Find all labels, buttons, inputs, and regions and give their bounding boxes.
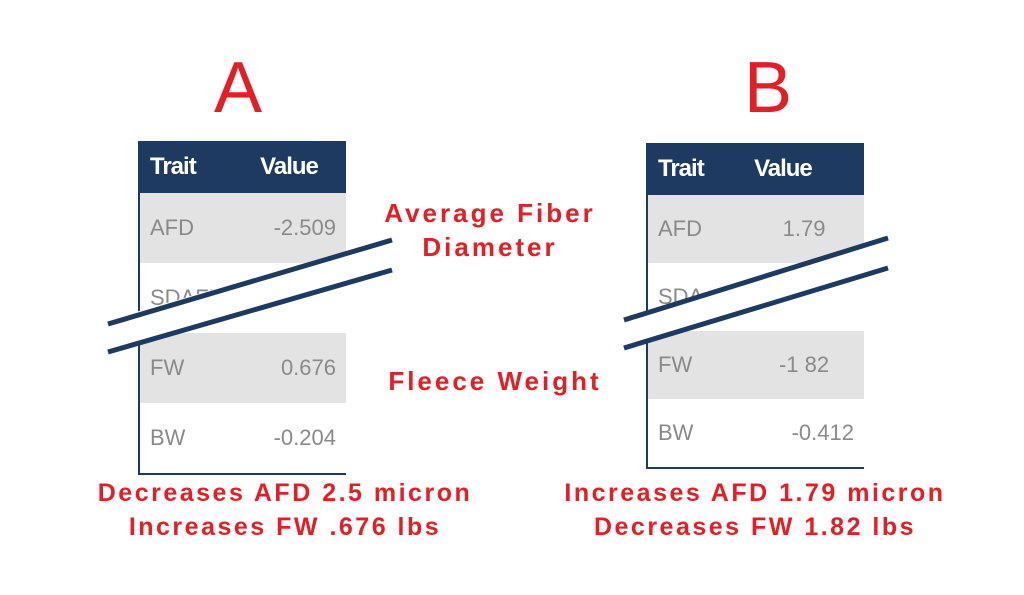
trait-column-header: Trait <box>647 143 745 195</box>
value-column-header: Value <box>744 143 864 195</box>
value-cell <box>744 263 864 331</box>
trait-cell: SDAFD <box>139 263 251 333</box>
value-cell: -2.509 <box>250 193 346 263</box>
table-header-row: Trait Value <box>139 141 346 193</box>
table-row: AFD 1.79 <box>647 195 864 263</box>
average-fiber-diameter-label: Average Fiber Diameter <box>360 196 620 264</box>
table-row: BW -0.412 <box>647 399 864 468</box>
trait-cell: AFD <box>139 193 251 263</box>
trait-cell: AFD <box>647 195 745 263</box>
panel-b-summary: Increases AFD 1.79 micron Decreases FW 1… <box>520 476 990 544</box>
trait-column-header: Trait <box>139 141 251 193</box>
fleece-weight-label: Fleece Weight <box>388 366 602 396</box>
table-row: FW -1 82 <box>647 331 864 399</box>
table-row: AFD -2.509 <box>139 193 346 263</box>
table-row: BW -0.204 <box>139 403 346 474</box>
value-cell <box>250 263 346 333</box>
panel-b-summary-line1: Increases AFD 1.79 micron <box>564 479 946 507</box>
panel-a-letter: A <box>214 48 263 128</box>
trait-cell: SDA <box>647 263 745 331</box>
table-row: FW 0.676 <box>139 333 346 403</box>
table-row: SDAFD <box>139 263 346 333</box>
panel-b-summary-line2: Decreases FW 1.82 lbs <box>593 513 917 541</box>
value-cell: -1 82 <box>744 331 864 399</box>
afd-label-line2: Diameter <box>422 232 558 262</box>
panel-b-trait-table: Trait Value AFD 1.79 SDA FW -1 82 BW -0.… <box>646 143 864 469</box>
trait-cell: FW <box>647 331 745 399</box>
value-cell: 0.676 <box>250 333 346 403</box>
panel-a-summary-line1: Decreases AFD 2.5 micron <box>97 479 473 507</box>
table-row: SDA <box>647 263 864 331</box>
panel-b-letter: B <box>744 48 793 128</box>
table-header-row: Trait Value <box>647 143 864 195</box>
value-cell: 1.79 <box>744 195 864 263</box>
panel-a-summary-line2: Increases FW .676 lbs <box>128 513 442 541</box>
afd-label-line1: Average Fiber <box>384 198 596 228</box>
trait-cell: BW <box>139 403 251 474</box>
panel-a-summary: Decreases AFD 2.5 micron Increases FW .6… <box>40 476 530 544</box>
panel-a-trait-table: Trait Value AFD -2.509 SDAFD FW 0.676 BW… <box>138 141 346 475</box>
trait-cell: BW <box>647 399 745 468</box>
value-column-header: Value <box>250 141 346 193</box>
trait-cell: FW <box>139 333 251 403</box>
value-cell: -0.412 <box>744 399 864 468</box>
value-cell: -0.204 <box>250 403 346 474</box>
